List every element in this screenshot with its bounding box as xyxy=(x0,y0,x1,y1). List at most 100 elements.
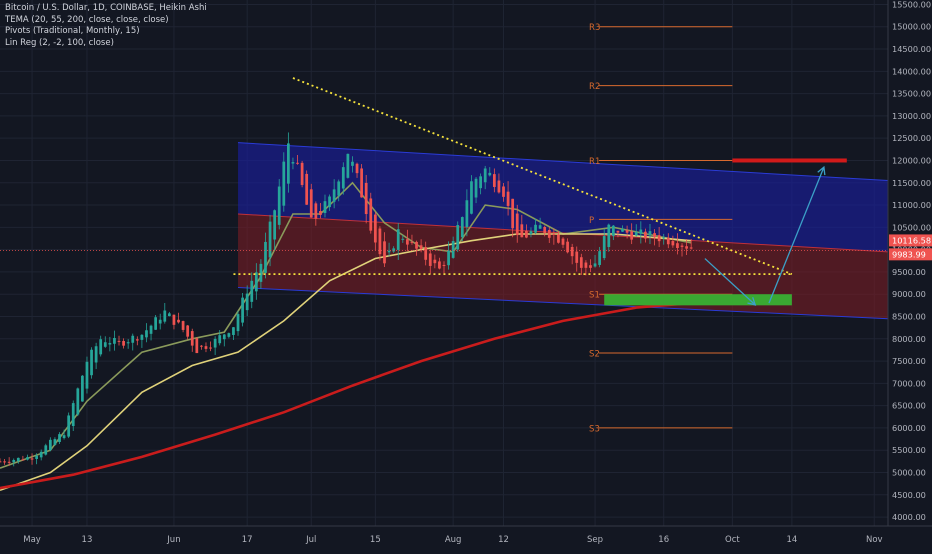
candle-body xyxy=(529,231,533,235)
candle-body xyxy=(103,342,107,347)
price-badge-1 xyxy=(889,234,932,247)
legend-pivots[interactable]: Pivots (Traditional, Monthly, 15) xyxy=(5,26,140,36)
candle-body xyxy=(81,375,84,402)
candle-body xyxy=(113,337,116,344)
candle-body xyxy=(300,162,304,185)
price-tick-label: 4500.00 xyxy=(892,490,926,500)
candle-body xyxy=(351,161,354,166)
candle-body xyxy=(657,235,661,242)
price-axis[interactable]: 4000.00 4500.00 5000.00 5500.00 6000.00 6500.… xyxy=(887,0,932,550)
time-axis[interactable]: May 13 Jun 17 Jul 15 Aug 12 Sep 16 Oct 14 Nov xyxy=(0,525,932,550)
candle-body xyxy=(392,248,396,252)
candle-body xyxy=(607,224,611,248)
candle-body xyxy=(149,325,153,334)
candle-body xyxy=(21,459,25,461)
candle-body xyxy=(85,361,89,389)
candle-body xyxy=(497,180,501,193)
candle-body xyxy=(520,224,524,238)
candle-body xyxy=(433,259,437,264)
price-tick-label: 7000.00 xyxy=(892,378,926,388)
legend-linreg[interactable]: Lin Reg (2, -2, 100, close) xyxy=(5,37,114,48)
arrow-head-2 xyxy=(817,165,826,176)
channel-bottom-line xyxy=(237,287,889,320)
candle-body xyxy=(639,229,643,234)
pivot-label-r1: R1 xyxy=(589,157,600,167)
candle-body xyxy=(355,163,359,174)
candle-body xyxy=(236,314,240,332)
candle-body xyxy=(547,229,551,238)
price-tick-label: 6000.00 xyxy=(892,423,926,433)
candle-body xyxy=(282,161,286,206)
candle-body xyxy=(488,172,492,176)
legend-symbol[interactable]: Bitcoin / U.S. Dollar, 1D, COINBASE, Hei… xyxy=(5,3,207,13)
candle-body xyxy=(277,186,281,225)
candle-body xyxy=(90,349,93,376)
candle-body xyxy=(213,338,217,348)
time-tick-label: 14 xyxy=(786,535,797,545)
price-tick-label: 10500.00 xyxy=(892,222,931,232)
candle-body xyxy=(470,181,473,214)
candle-body xyxy=(12,459,16,463)
time-tick-label: 15 xyxy=(370,535,381,545)
candle-body xyxy=(579,257,583,268)
candle-body xyxy=(232,327,235,335)
candle-body xyxy=(515,213,519,236)
candle-body xyxy=(676,243,679,249)
candle-body xyxy=(428,253,432,266)
candle-body xyxy=(218,335,222,344)
candles xyxy=(0,132,693,467)
candle-body xyxy=(200,345,203,347)
candle-body xyxy=(511,198,515,229)
candle-body xyxy=(135,339,139,341)
candle-body xyxy=(492,174,496,187)
candle-body xyxy=(575,251,579,263)
pivot-label-s2: S2 xyxy=(589,350,600,360)
time-tick-label: Aug xyxy=(445,535,462,545)
candle-body xyxy=(662,237,666,239)
tema-line-2 xyxy=(0,233,692,492)
time-tick-label: May xyxy=(23,535,41,545)
candle-body xyxy=(48,439,52,450)
candle-body xyxy=(181,321,185,330)
candle-body xyxy=(0,461,2,463)
channel-mid-line xyxy=(237,213,889,253)
candle-body xyxy=(552,233,556,235)
candle-body xyxy=(360,168,363,198)
pivot-label-s3: S3 xyxy=(589,424,600,434)
candle-body xyxy=(62,435,66,439)
price-tick-label: 15000.00 xyxy=(892,22,931,32)
candle-body xyxy=(589,265,592,268)
price-tick-label: 9000.00 xyxy=(892,289,926,299)
candle-body xyxy=(406,239,409,245)
candle-body xyxy=(666,237,670,245)
candle-body xyxy=(209,347,212,349)
candle-body xyxy=(373,214,377,243)
candle-body xyxy=(685,246,688,249)
candle-body xyxy=(644,231,647,239)
pivot-label-s1: S1 xyxy=(589,291,600,301)
candle-body xyxy=(131,335,135,343)
candle-body xyxy=(396,229,400,250)
candle-body xyxy=(241,297,244,323)
price-tick-label: 8000.00 xyxy=(892,334,926,344)
trendline-upper xyxy=(292,77,793,275)
arrow-line-1 xyxy=(704,258,756,306)
legend-tema[interactable]: TEMA (20, 55, 200, close, close, close) xyxy=(5,14,169,25)
price-tick-label: 5500.00 xyxy=(892,445,926,455)
price-tick-label: 12000.00 xyxy=(892,155,931,165)
price-badge-label-1: 10116.58 xyxy=(892,235,931,245)
time-tick-label: 17 xyxy=(242,535,253,545)
candle-body xyxy=(117,340,121,342)
candle-body xyxy=(387,250,391,253)
candle-body xyxy=(671,241,675,246)
candle-body xyxy=(154,317,158,330)
candle-body xyxy=(451,241,455,258)
candle-body xyxy=(621,228,624,232)
candle-body xyxy=(328,196,331,208)
candle-body xyxy=(634,232,638,236)
candle-body xyxy=(76,388,80,415)
candle-body xyxy=(245,293,249,311)
candle-body xyxy=(364,182,368,215)
